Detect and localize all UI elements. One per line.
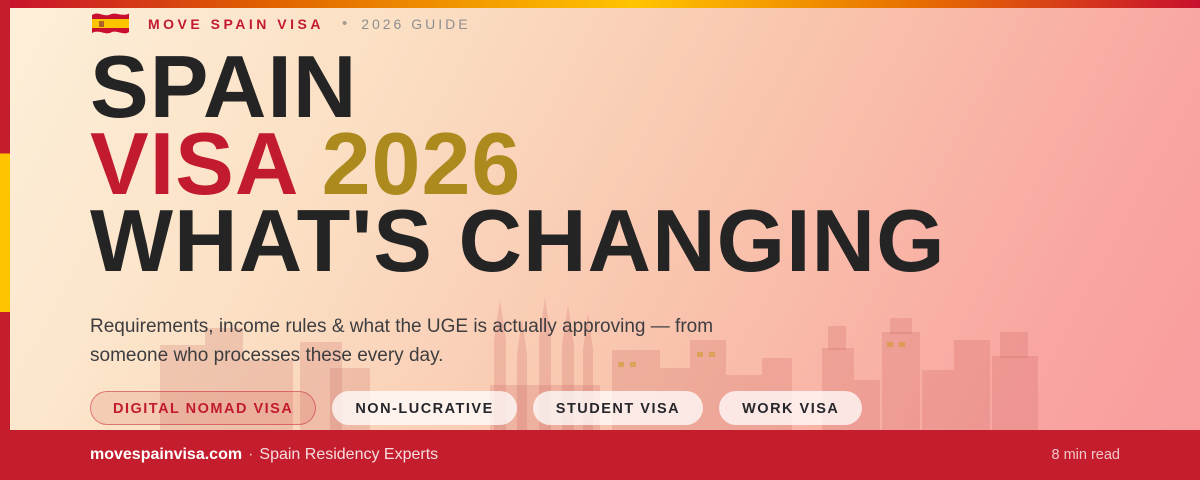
footer-tagline: Spain Residency Experts (259, 446, 439, 463)
read-time-label: 8 min read (1051, 447, 1120, 463)
headline-line2: VISA 2026 (90, 120, 946, 208)
brand-separator-dot: • (341, 15, 348, 32)
tag-digital-nomad-visa[interactable]: DIGITAL NOMAD VISA (90, 391, 317, 425)
brand-row: MOVE SPAIN VISA • 2026 GUIDE (90, 10, 471, 37)
spain-flag-stripe (0, 0, 10, 480)
footer-left: movespainvisa.com · Spain Residency Expert… (90, 446, 438, 464)
subtitle: Requirements, income rules & what the UG… (90, 312, 713, 370)
tag-student-visa[interactable]: STUDENT VISA (532, 391, 704, 425)
footer-separator: · (248, 446, 254, 463)
footer-site-link[interactable]: movespainvisa.com (90, 446, 243, 463)
headline-line1: SPAIN (90, 37, 358, 136)
headline-line3: WHAT'S CHANGING (90, 191, 946, 290)
visa-tag-list: DIGITAL NOMAD VISA NON-LUCRATIVE STUDENT… (90, 391, 863, 425)
tag-non-lucrative[interactable]: NON-LUCRATIVE (332, 391, 517, 425)
headline-year: 2026 (321, 114, 522, 213)
guide-badge: 2026 GUIDE (361, 15, 471, 32)
spain-flag-icon (92, 13, 129, 34)
top-accent-bar (0, 0, 1200, 8)
subtitle-line2: someone who processes these every day. (90, 345, 444, 366)
tag-work-visa[interactable]: WORK VISA (719, 391, 863, 425)
footer-bar: movespainvisa.com · Spain Residency Expert… (0, 430, 1200, 480)
headline-visa: VISA (90, 114, 297, 213)
subtitle-line1: Requirements, income rules & what the UG… (90, 316, 714, 337)
headline: SPAIN VISA 2026 WHAT'S CHANGING (90, 37, 946, 290)
brand-name: MOVE SPAIN VISA (148, 15, 324, 32)
